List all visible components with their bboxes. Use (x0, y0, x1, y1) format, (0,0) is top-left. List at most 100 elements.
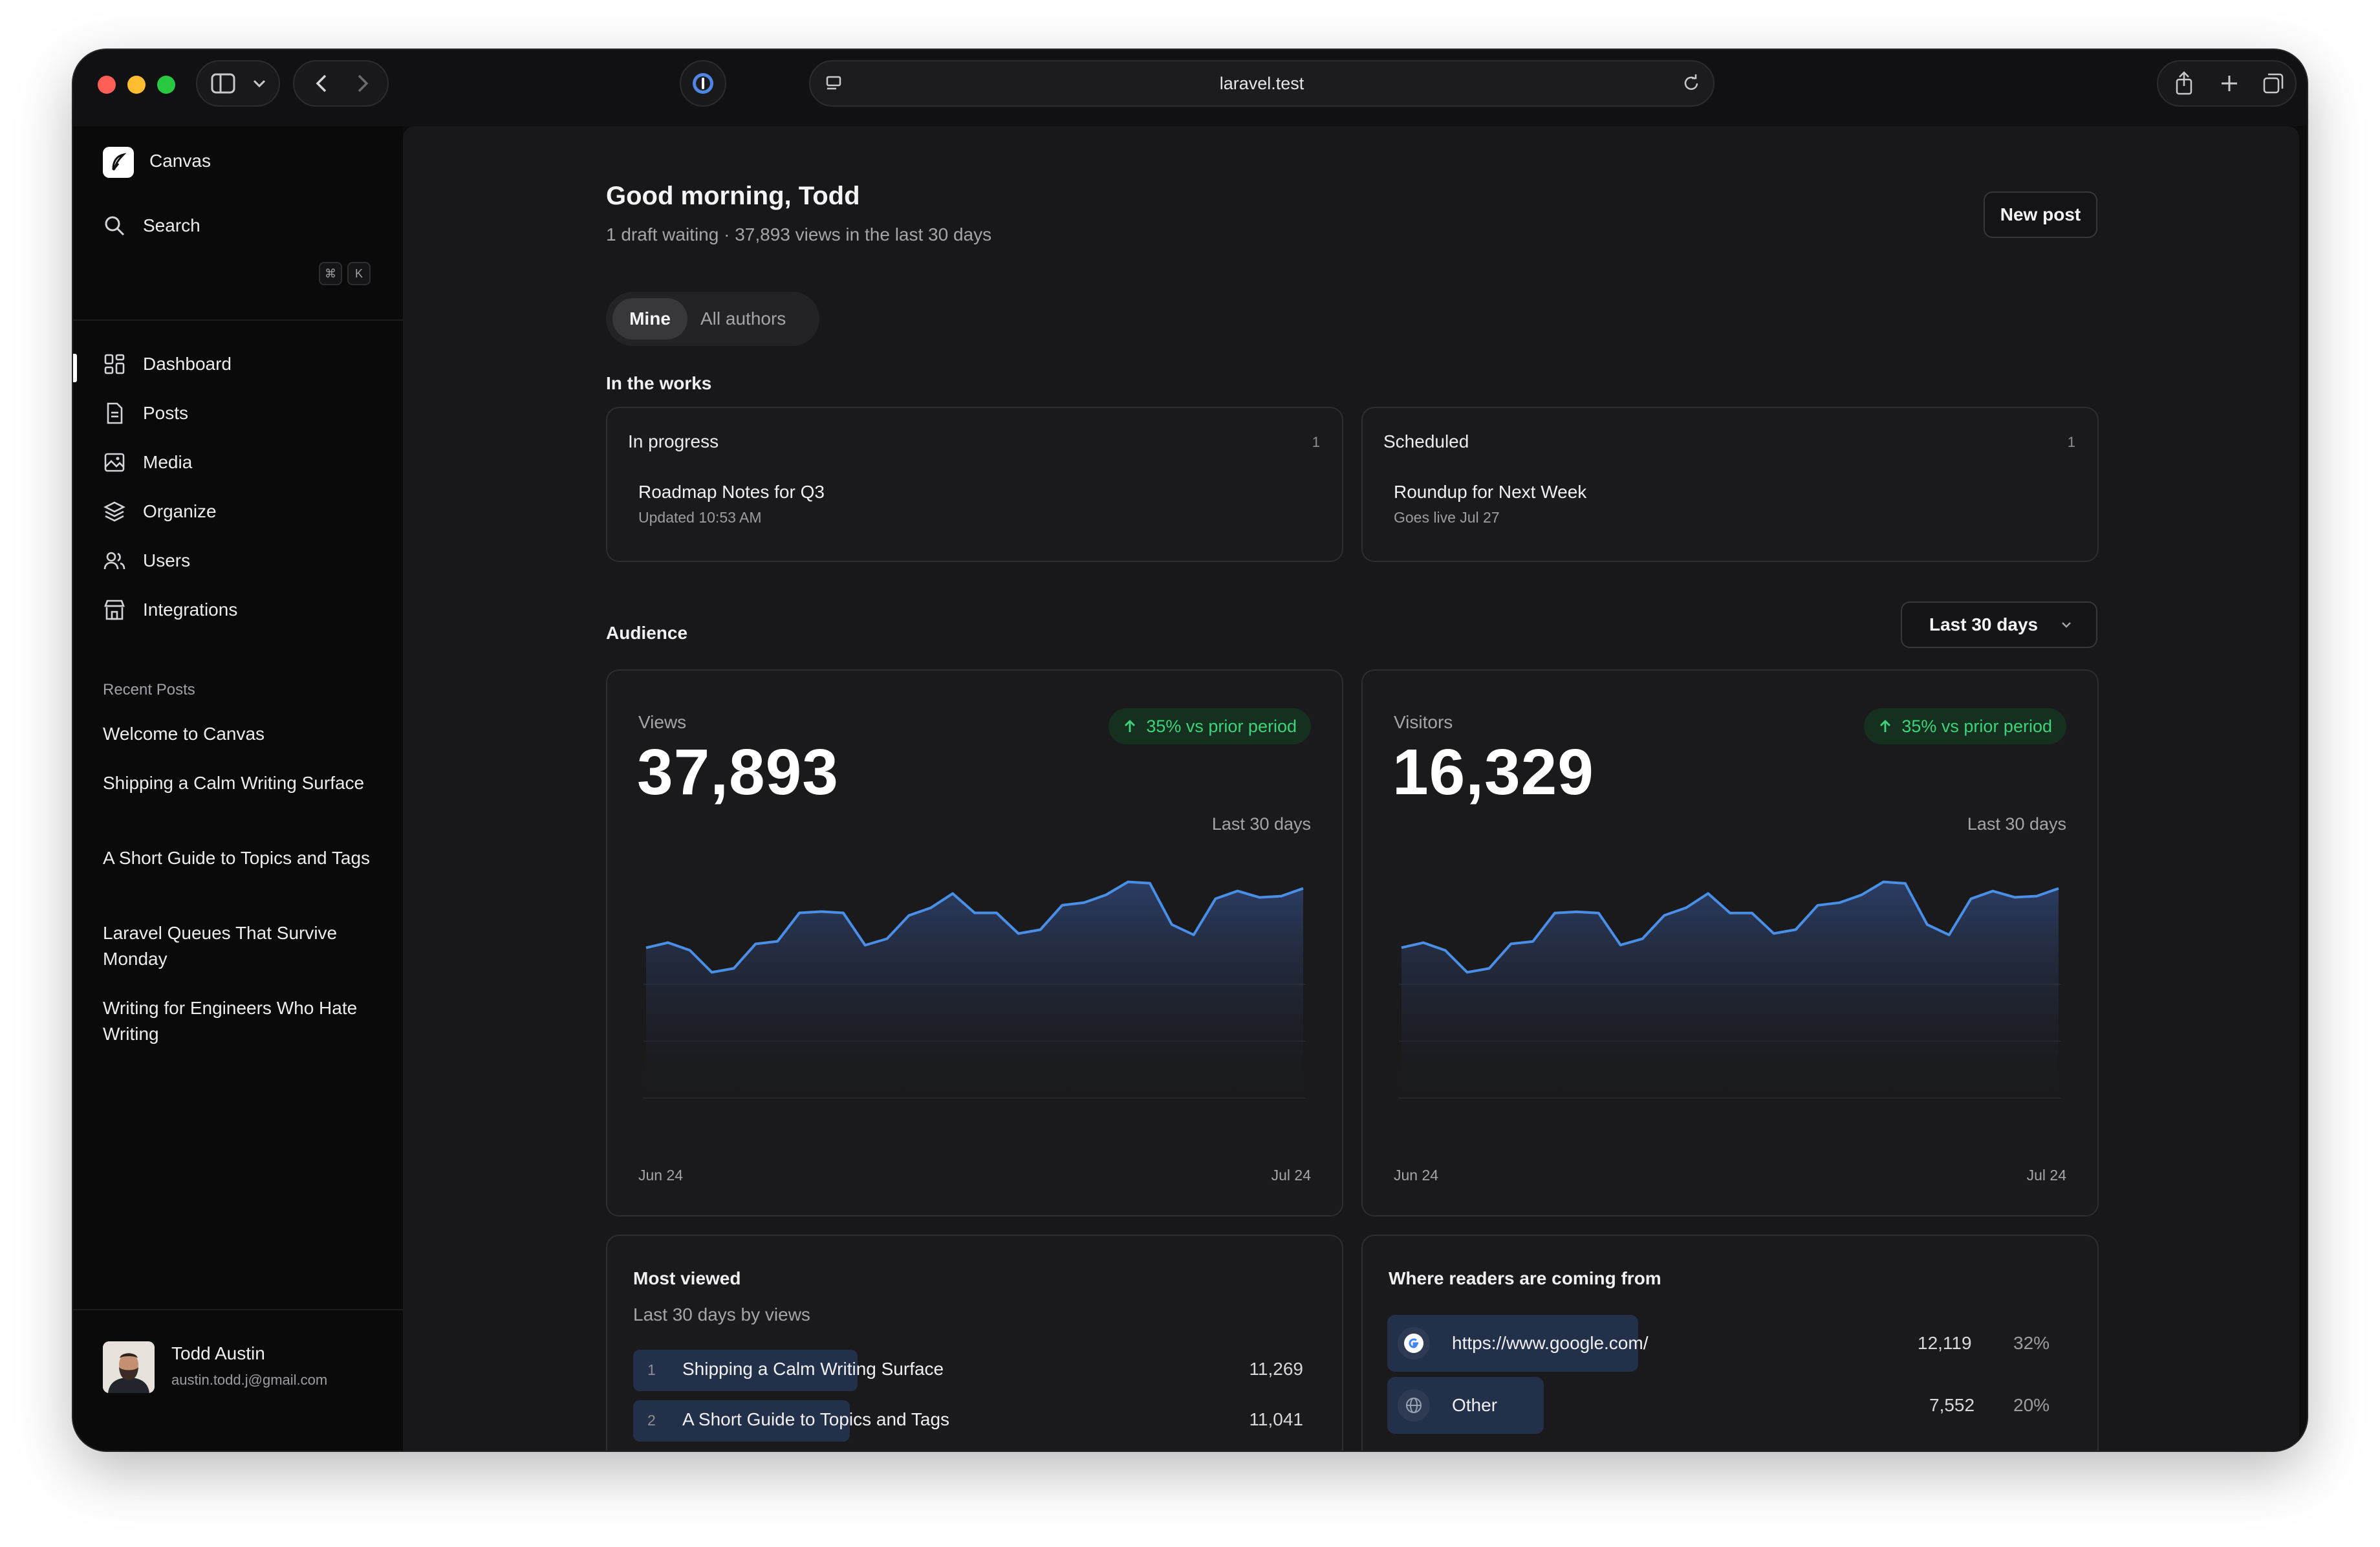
recent-post-link[interactable]: Welcome to Canvas (103, 724, 265, 744)
data-point[interactable] (1461, 966, 1474, 979)
address-bar[interactable]: laravel.test (809, 60, 1715, 107)
sidebar-item-label: Posts (143, 403, 189, 423)
data-point[interactable] (1209, 892, 1222, 905)
data-point[interactable] (1702, 887, 1715, 900)
sidebar-item-posts[interactable]: Posts (103, 394, 188, 433)
data-point[interactable] (859, 938, 872, 951)
data-point[interactable] (1658, 909, 1671, 922)
data-point[interactable] (1077, 896, 1090, 909)
data-point[interactable] (837, 907, 850, 920)
data-point[interactable] (1482, 962, 1495, 975)
data-point[interactable] (1034, 924, 1047, 936)
data-point[interactable] (1768, 927, 1780, 940)
data-point[interactable] (1833, 896, 1846, 909)
data-point[interactable] (1899, 877, 1912, 890)
row-title[interactable]: Shipping a Calm Writing Surface (682, 1359, 944, 1379)
minimize-window-button[interactable] (127, 76, 146, 94)
data-point[interactable] (749, 937, 762, 950)
recent-post-link[interactable]: Shipping a Calm Writing Surface (103, 773, 365, 793)
sidebar-item-integrations[interactable]: Integrations (103, 590, 237, 629)
data-point[interactable] (793, 907, 806, 920)
close-window-button[interactable] (98, 76, 116, 94)
draft-title[interactable]: Roadmap Notes for Q3 (638, 482, 825, 502)
data-point[interactable] (924, 902, 937, 914)
views-chart[interactable] (644, 865, 1306, 1149)
recent-post-link[interactable]: Laravel Queues That Survive Monday (103, 923, 338, 969)
data-point[interactable] (1548, 907, 1561, 920)
data-point[interactable] (1504, 937, 1517, 950)
data-point[interactable] (1231, 885, 1244, 898)
sidebar-item-media[interactable]: Media (103, 443, 192, 482)
zoom-window-button[interactable] (157, 76, 175, 94)
data-point[interactable] (1986, 885, 1999, 898)
row-title[interactable]: A Short Guide to Topics and Tags (682, 1409, 950, 1429)
data-point[interactable] (706, 966, 719, 979)
data-point[interactable] (1855, 889, 1868, 902)
data-point[interactable] (815, 905, 828, 918)
share-icon[interactable] (2171, 70, 2197, 96)
filter-mine-tab[interactable]: Mine (612, 298, 687, 340)
sidebar-item-organize[interactable]: Organize (103, 492, 217, 531)
data-point[interactable] (2008, 891, 2021, 903)
data-point[interactable] (1099, 889, 1112, 902)
data-point[interactable] (1965, 892, 1978, 905)
data-point[interactable] (1592, 907, 1605, 920)
data-point[interactable] (1187, 928, 1200, 941)
scheduled-title[interactable]: Roundup for Next Week (1394, 482, 1587, 502)
tab-overview-icon[interactable] (2260, 70, 2286, 96)
back-icon[interactable] (311, 72, 334, 95)
data-point[interactable] (1724, 907, 1736, 920)
data-point[interactable] (1439, 944, 1452, 957)
data-point[interactable] (1121, 876, 1134, 889)
data-point[interactable] (1746, 907, 1758, 920)
data-point[interactable] (1143, 877, 1156, 890)
data-point[interactable] (881, 932, 894, 945)
data-point[interactable] (1921, 918, 1934, 931)
referrer-source[interactable]: https://www.google.com/ (1452, 1333, 1649, 1353)
date-range-select[interactable]: Last 30 days (1901, 601, 2097, 648)
data-point[interactable] (1811, 899, 1824, 912)
sidebar-item-users[interactable]: Users (103, 541, 190, 580)
data-point[interactable] (1570, 905, 1583, 918)
app-logo[interactable] (103, 147, 134, 178)
data-point[interactable] (946, 887, 959, 900)
data-point[interactable] (1877, 876, 1890, 889)
data-point[interactable] (1055, 899, 1068, 912)
data-point[interactable] (662, 936, 675, 949)
filter-all-authors-tab[interactable]: All authors (700, 308, 786, 329)
referrer-source[interactable]: Other (1452, 1395, 1498, 1415)
recent-post-link[interactable]: Writing for Engineers Who Hate Writing (103, 998, 358, 1044)
data-point[interactable] (1680, 901, 1693, 914)
forward-icon[interactable] (350, 72, 373, 95)
sidebar-toggle-button[interactable] (196, 60, 280, 107)
new-tab-icon[interactable] (2216, 70, 2242, 96)
avatar[interactable] (103, 1341, 155, 1393)
data-point[interactable] (1417, 936, 1430, 949)
data-point[interactable] (1526, 935, 1539, 948)
data-point[interactable] (1614, 938, 1627, 951)
visitors-chart[interactable] (1399, 865, 2061, 1149)
recent-post-link[interactable]: A Short Guide to Topics and Tags (103, 848, 371, 868)
data-point[interactable] (1636, 933, 1649, 946)
search-button[interactable]: Search (103, 206, 373, 245)
data-point[interactable] (1790, 923, 1802, 936)
data-point[interactable] (1253, 891, 1266, 904)
data-point[interactable] (990, 907, 1003, 920)
new-post-button[interactable]: New post (1984, 191, 2097, 238)
data-point[interactable] (1275, 890, 1288, 903)
data-point[interactable] (727, 962, 740, 975)
reload-icon[interactable] (1681, 73, 1702, 94)
data-point[interactable] (1012, 927, 1025, 940)
data-point[interactable] (684, 944, 697, 957)
page-menu-icon[interactable] (823, 73, 844, 94)
data-point[interactable] (1943, 929, 1956, 942)
in-progress-card[interactable]: In progress 1 Roadmap Notes for Q3 Updat… (606, 407, 1343, 562)
scheduled-card[interactable]: Scheduled 1 Roundup for Next Week Goes l… (1361, 407, 2099, 562)
data-point[interactable] (1165, 918, 1178, 931)
data-point[interactable] (902, 909, 915, 922)
password-manager-button[interactable] (680, 60, 726, 107)
data-point[interactable] (968, 907, 981, 920)
sidebar-item-dashboard[interactable]: Dashboard (103, 345, 232, 384)
data-point[interactable] (2030, 890, 2043, 903)
data-point[interactable] (771, 935, 784, 947)
